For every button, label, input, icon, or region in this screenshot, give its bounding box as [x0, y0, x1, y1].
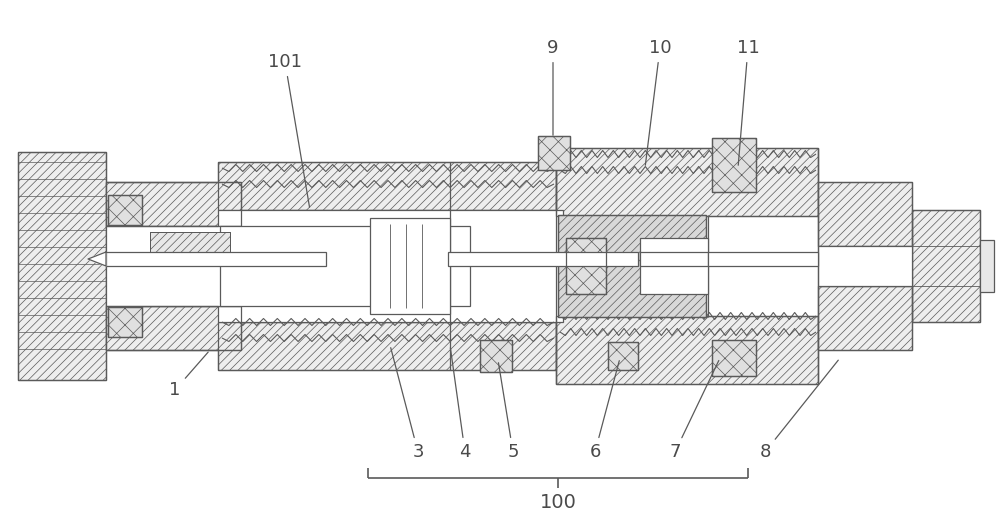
Bar	[712, 138, 756, 192]
Bar	[218, 162, 556, 210]
Bar	[18, 152, 106, 380]
Bar	[108, 195, 142, 225]
Bar	[538, 136, 570, 170]
Bar	[108, 195, 142, 225]
Bar	[818, 182, 912, 246]
Bar	[818, 182, 912, 246]
Text: 100: 100	[540, 493, 576, 511]
Polygon shape	[88, 252, 106, 266]
Bar	[106, 252, 326, 266]
Bar	[218, 162, 556, 210]
Bar	[218, 210, 563, 322]
Bar	[556, 148, 818, 216]
Bar	[108, 307, 142, 337]
Text: 1: 1	[169, 352, 208, 399]
Bar	[106, 226, 241, 306]
Bar	[640, 238, 708, 294]
Bar	[566, 238, 606, 294]
Bar	[818, 246, 912, 286]
Text: 101: 101	[268, 53, 310, 207]
Bar	[106, 306, 241, 350]
Bar	[912, 210, 980, 322]
Bar	[818, 286, 912, 350]
Bar	[712, 340, 756, 376]
Bar	[712, 138, 756, 192]
Text: 11: 11	[737, 39, 759, 165]
Bar	[106, 182, 241, 226]
Bar	[608, 342, 638, 370]
Bar	[106, 182, 241, 226]
Bar	[556, 316, 818, 384]
Bar	[480, 340, 512, 372]
Bar	[150, 232, 230, 262]
Text: 4: 4	[450, 348, 471, 461]
Bar	[556, 148, 818, 216]
Bar	[370, 218, 450, 314]
Bar	[980, 240, 994, 292]
Bar	[558, 215, 706, 317]
Text: 9: 9	[547, 39, 559, 135]
Bar	[220, 226, 470, 306]
Bar	[218, 322, 556, 370]
Bar	[106, 306, 241, 350]
Bar	[608, 342, 638, 370]
Bar	[556, 316, 818, 384]
Bar	[108, 307, 142, 337]
Text: 6: 6	[589, 361, 619, 461]
Bar	[448, 252, 638, 266]
Bar	[480, 340, 512, 372]
Bar	[538, 136, 570, 170]
Bar	[558, 215, 706, 317]
Bar	[566, 238, 606, 294]
Text: 10: 10	[645, 39, 671, 165]
Text: 5: 5	[498, 363, 519, 461]
Bar	[218, 322, 556, 370]
Bar	[708, 252, 818, 266]
Bar	[640, 252, 708, 266]
Text: 3: 3	[391, 348, 424, 461]
Bar	[912, 210, 980, 322]
Text: 8: 8	[759, 360, 838, 461]
Bar	[150, 232, 230, 262]
Bar	[818, 286, 912, 350]
Text: 7: 7	[669, 361, 719, 461]
Bar	[18, 152, 106, 380]
Bar	[712, 340, 756, 376]
